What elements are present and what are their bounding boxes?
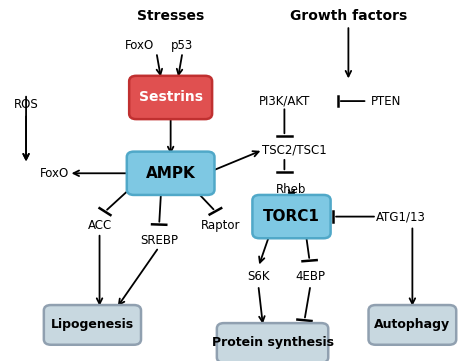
Text: FoxO: FoxO (125, 39, 155, 52)
Text: AMPK: AMPK (146, 166, 195, 181)
Text: TORC1: TORC1 (263, 209, 320, 224)
Text: Autophagy: Autophagy (374, 318, 450, 331)
FancyBboxPatch shape (368, 305, 456, 345)
Text: Stresses: Stresses (137, 9, 204, 23)
Text: Lipogenesis: Lipogenesis (51, 318, 134, 331)
FancyBboxPatch shape (129, 76, 212, 119)
Text: S6K: S6K (247, 270, 270, 283)
FancyBboxPatch shape (44, 305, 141, 345)
Text: ROS: ROS (14, 98, 38, 111)
Text: p53: p53 (172, 39, 193, 52)
Text: FoxO: FoxO (40, 167, 69, 180)
Text: Protein synthesis: Protein synthesis (211, 336, 334, 349)
Text: Sestrins: Sestrins (138, 91, 203, 104)
FancyBboxPatch shape (252, 195, 331, 238)
Text: ACC: ACC (87, 219, 112, 232)
Text: PTEN: PTEN (371, 95, 401, 108)
Text: ATG1/13: ATG1/13 (375, 210, 426, 223)
Text: 4EBP: 4EBP (295, 270, 326, 283)
Text: Raptor: Raptor (201, 219, 240, 232)
Text: Rheb: Rheb (276, 183, 307, 196)
Text: SREBP: SREBP (140, 234, 178, 247)
Text: PI3K/AKT: PI3K/AKT (259, 95, 310, 108)
FancyBboxPatch shape (127, 152, 214, 195)
Text: TSC2/TSC1: TSC2/TSC1 (262, 143, 326, 156)
FancyBboxPatch shape (217, 323, 328, 361)
Text: Growth factors: Growth factors (290, 9, 407, 23)
